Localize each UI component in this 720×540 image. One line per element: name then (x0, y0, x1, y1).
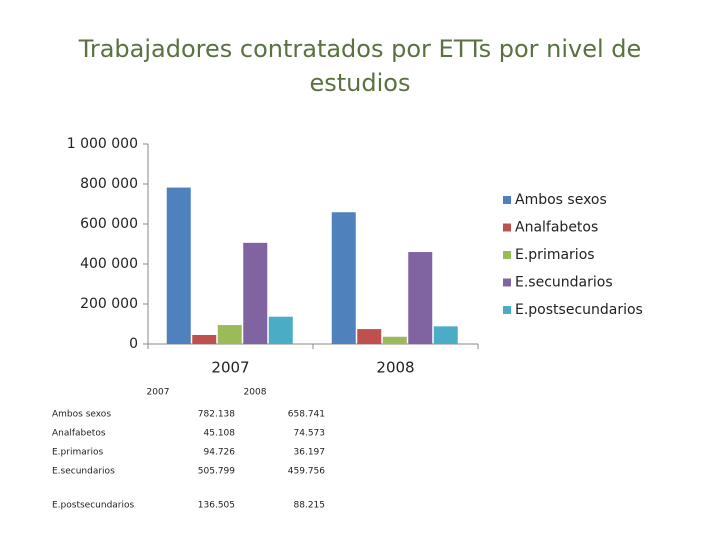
legend-swatch (503, 223, 511, 232)
bar (217, 325, 242, 344)
chart-title: Trabajadores contratados por ETTs por ni… (78, 35, 642, 97)
table-row-label: Analfabetos (52, 429, 106, 439)
table-cell: 658.741 (288, 410, 325, 420)
legend-label: Analfabetos (515, 220, 598, 236)
y-tick-label: 400 000 (80, 256, 138, 272)
table-column-header: 2008 (244, 388, 267, 398)
y-tick-label: 0 (129, 336, 138, 352)
bar (433, 326, 458, 344)
x-tick-label: 2008 (376, 359, 414, 377)
legend-swatch (503, 196, 511, 204)
legend-label: E.postsecundarios (515, 302, 643, 318)
bar (166, 187, 191, 344)
bar (331, 212, 356, 344)
bar (243, 242, 268, 344)
bar (357, 329, 382, 344)
y-tick-label: 600 000 (80, 216, 138, 232)
y-tick-label: 200 000 (80, 296, 138, 312)
table-cell: 94.726 (204, 448, 236, 458)
table-column-header: 2007 (147, 388, 170, 398)
bar (192, 334, 217, 344)
legend-swatch (503, 251, 511, 259)
legend-label: E.primarios (515, 247, 595, 263)
table-row-label: Ambos sexos (52, 410, 111, 420)
table-row-label: E.primarios (52, 448, 103, 458)
table-cell: 505.799 (198, 467, 235, 477)
table-cell: 45.108 (204, 429, 236, 439)
table-row-label: E.postsecundarios (52, 501, 135, 511)
table-cell: 36.197 (294, 448, 326, 458)
table-cell: 136.505 (198, 501, 235, 511)
legend-swatch (503, 306, 511, 314)
y-tick-label: 800 000 (80, 176, 138, 192)
table-cell: 782.138 (198, 410, 235, 420)
table-cell: 88.215 (294, 501, 326, 511)
bar (382, 336, 407, 344)
y-tick-label: 1 000 000 (67, 136, 138, 152)
table-cell: 74.573 (294, 429, 326, 439)
bar (408, 252, 433, 344)
x-tick-label: 2007 (211, 359, 249, 377)
legend-label: E.secundarios (515, 275, 613, 291)
table-row-label: E.secundarios (52, 467, 115, 477)
table-cell: 459.756 (288, 467, 325, 477)
legend-swatch (503, 278, 511, 287)
bar (268, 316, 293, 344)
legend-label: Ambos sexos (515, 192, 607, 208)
